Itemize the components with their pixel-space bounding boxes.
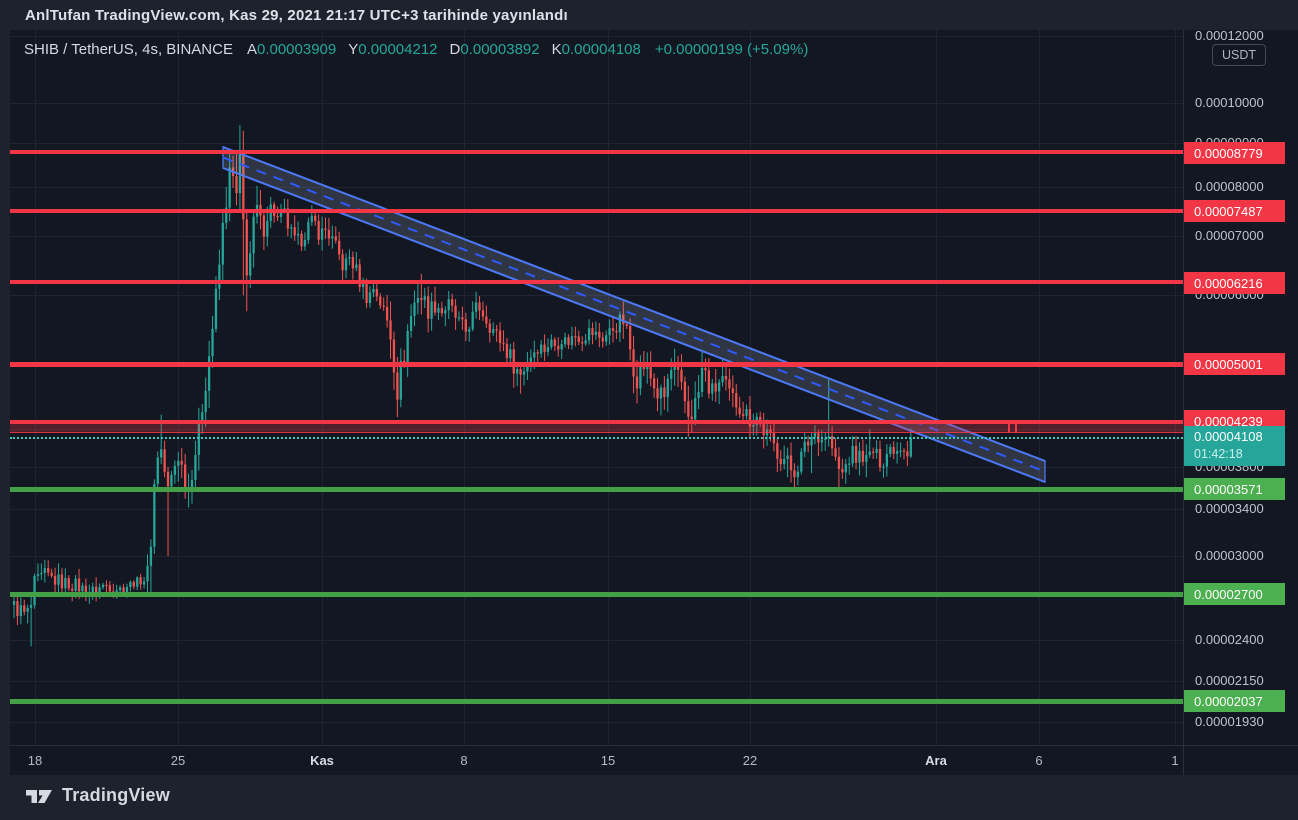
price-tick: 0.00010000 <box>1195 95 1264 110</box>
axis-corner <box>1183 745 1298 775</box>
grid-line-vertical <box>35 30 36 745</box>
grid-line-vertical <box>1175 30 1176 745</box>
grid-line-vertical <box>322 30 323 745</box>
grid-line-vertical <box>936 30 937 745</box>
level-price-label-0.00003571: 0.00003571 <box>1184 478 1285 500</box>
level-price-label-0.00008779: 0.00008779 <box>1184 142 1285 164</box>
resistance-line-0.00008779[interactable] <box>10 150 1183 154</box>
descending-channel-drawing[interactable] <box>10 30 1183 745</box>
resistance-line-0.00005001[interactable] <box>10 361 1183 367</box>
resistance-line-0.00007487[interactable] <box>10 209 1183 213</box>
grid-line-horizontal <box>10 429 1183 430</box>
grid-line-horizontal <box>10 187 1183 188</box>
price-tick: 0.00002150 <box>1195 673 1264 688</box>
chart-card: SHIB / TetherUS, 4s, BINANCE A0.00003909… <box>10 28 1298 775</box>
grid-line-horizontal <box>10 640 1183 641</box>
tradingview-logo-icon <box>26 789 52 803</box>
level-price-label-0.00006216: 0.00006216 <box>1184 272 1285 294</box>
change-value: +0.00000199 (+5.09%) <box>654 41 809 58</box>
time-tick-6: 6 <box>1035 753 1043 768</box>
tradingview-logo-text: TradingView <box>62 785 170 805</box>
time-tick-8: 8 <box>460 753 468 768</box>
current-price-dotted-line <box>10 437 1183 439</box>
ohlc-D: D0.00003892 <box>449 41 540 58</box>
symbol-legend: SHIB / TetherUS, 4s, BINANCE A0.00003909… <box>24 41 808 58</box>
grid-line-horizontal <box>10 509 1183 510</box>
time-tick-15: 15 <box>600 753 616 768</box>
grid-line-horizontal <box>10 295 1183 296</box>
level-price-label-0.00002037: 0.00002037 <box>1184 690 1285 712</box>
grid-line-vertical <box>750 30 751 745</box>
chart-pane[interactable]: SHIB / TetherUS, 4s, BINANCE A0.00003909… <box>10 30 1183 745</box>
symbol-title: SHIB / TetherUS, 4s, BINANCE <box>24 41 233 58</box>
time-tick-18: 18 <box>27 753 43 768</box>
unit-badge[interactable]: USDT <box>1212 44 1266 66</box>
ohlc-K: K0.00004108 <box>551 41 641 58</box>
level-price-label-0.00005001: 0.00005001 <box>1184 353 1285 375</box>
level-price-label-0.00002700: 0.00002700 <box>1184 583 1285 605</box>
price-tick: 0.00002400 <box>1195 632 1264 647</box>
grid-line-horizontal <box>10 681 1183 682</box>
bar-countdown: 01:42:18 <box>1194 447 1243 462</box>
ohlc-A: A0.00003909 <box>246 41 337 58</box>
grid-line-vertical <box>608 30 609 745</box>
time-tick-Ara: Ara <box>925 753 947 768</box>
grid-line-horizontal <box>10 36 1183 37</box>
ohlc-Y: Y0.00004212 <box>348 41 438 58</box>
time-tick-Kas: Kas <box>310 753 334 768</box>
zone-edge-tick <box>1008 420 1010 433</box>
grid-line-vertical <box>178 30 179 745</box>
price-tick: 0.00003400 <box>1195 501 1264 516</box>
price-tick: 0.00007000 <box>1195 228 1264 243</box>
price-tick: 0.00008000 <box>1195 179 1264 194</box>
time-tick-1: 1 <box>1171 753 1179 768</box>
level-price-label-0.00007487: 0.00007487 <box>1184 200 1285 222</box>
support-line-0.00003571[interactable] <box>10 486 1183 492</box>
ohlc-values: A0.00003909 Y0.00004212 D0.00003892 K0.0000… <box>247 41 641 58</box>
price-tick: 0.00012000 <box>1195 28 1264 43</box>
grid-line-horizontal <box>10 467 1183 468</box>
grid-line-horizontal <box>10 722 1183 723</box>
price-axis[interactable]: USDT 0.000120000.000100000.000090000.000… <box>1183 28 1298 745</box>
price-tick: 0.00001930 <box>1195 714 1264 729</box>
time-tick-25: 25 <box>170 753 186 768</box>
resistance-line-0.00006216[interactable] <box>10 280 1183 284</box>
grid-line-horizontal <box>10 236 1183 237</box>
resistance-zone-0.00004239[interactable] <box>10 420 1183 433</box>
grid-line-horizontal <box>10 143 1183 144</box>
tradingview-logo[interactable]: TradingView <box>25 785 170 806</box>
grid-line-horizontal <box>10 556 1183 557</box>
zone-edge-tick <box>1015 420 1017 433</box>
price-tick: 0.00003000 <box>1195 548 1264 563</box>
grid-line-vertical <box>464 30 465 745</box>
time-tick-22: 22 <box>742 753 758 768</box>
time-axis[interactable]: 18 25 Kas 8 15 22 Ara 6 1 <box>10 745 1183 775</box>
grid-line-vertical <box>1039 30 1040 745</box>
bottom-bar: TradingView <box>0 775 1298 820</box>
attribution-text: AnlTufan TradingView.com, Kas 29, 2021 2… <box>25 6 568 24</box>
current-price-label-0.00004108: 0.00004108 01:42:18 <box>1184 426 1285 466</box>
support-line-0.00002700[interactable] <box>10 591 1183 597</box>
grid-line-horizontal <box>10 103 1183 104</box>
support-line-0.00002037[interactable] <box>10 698 1183 704</box>
